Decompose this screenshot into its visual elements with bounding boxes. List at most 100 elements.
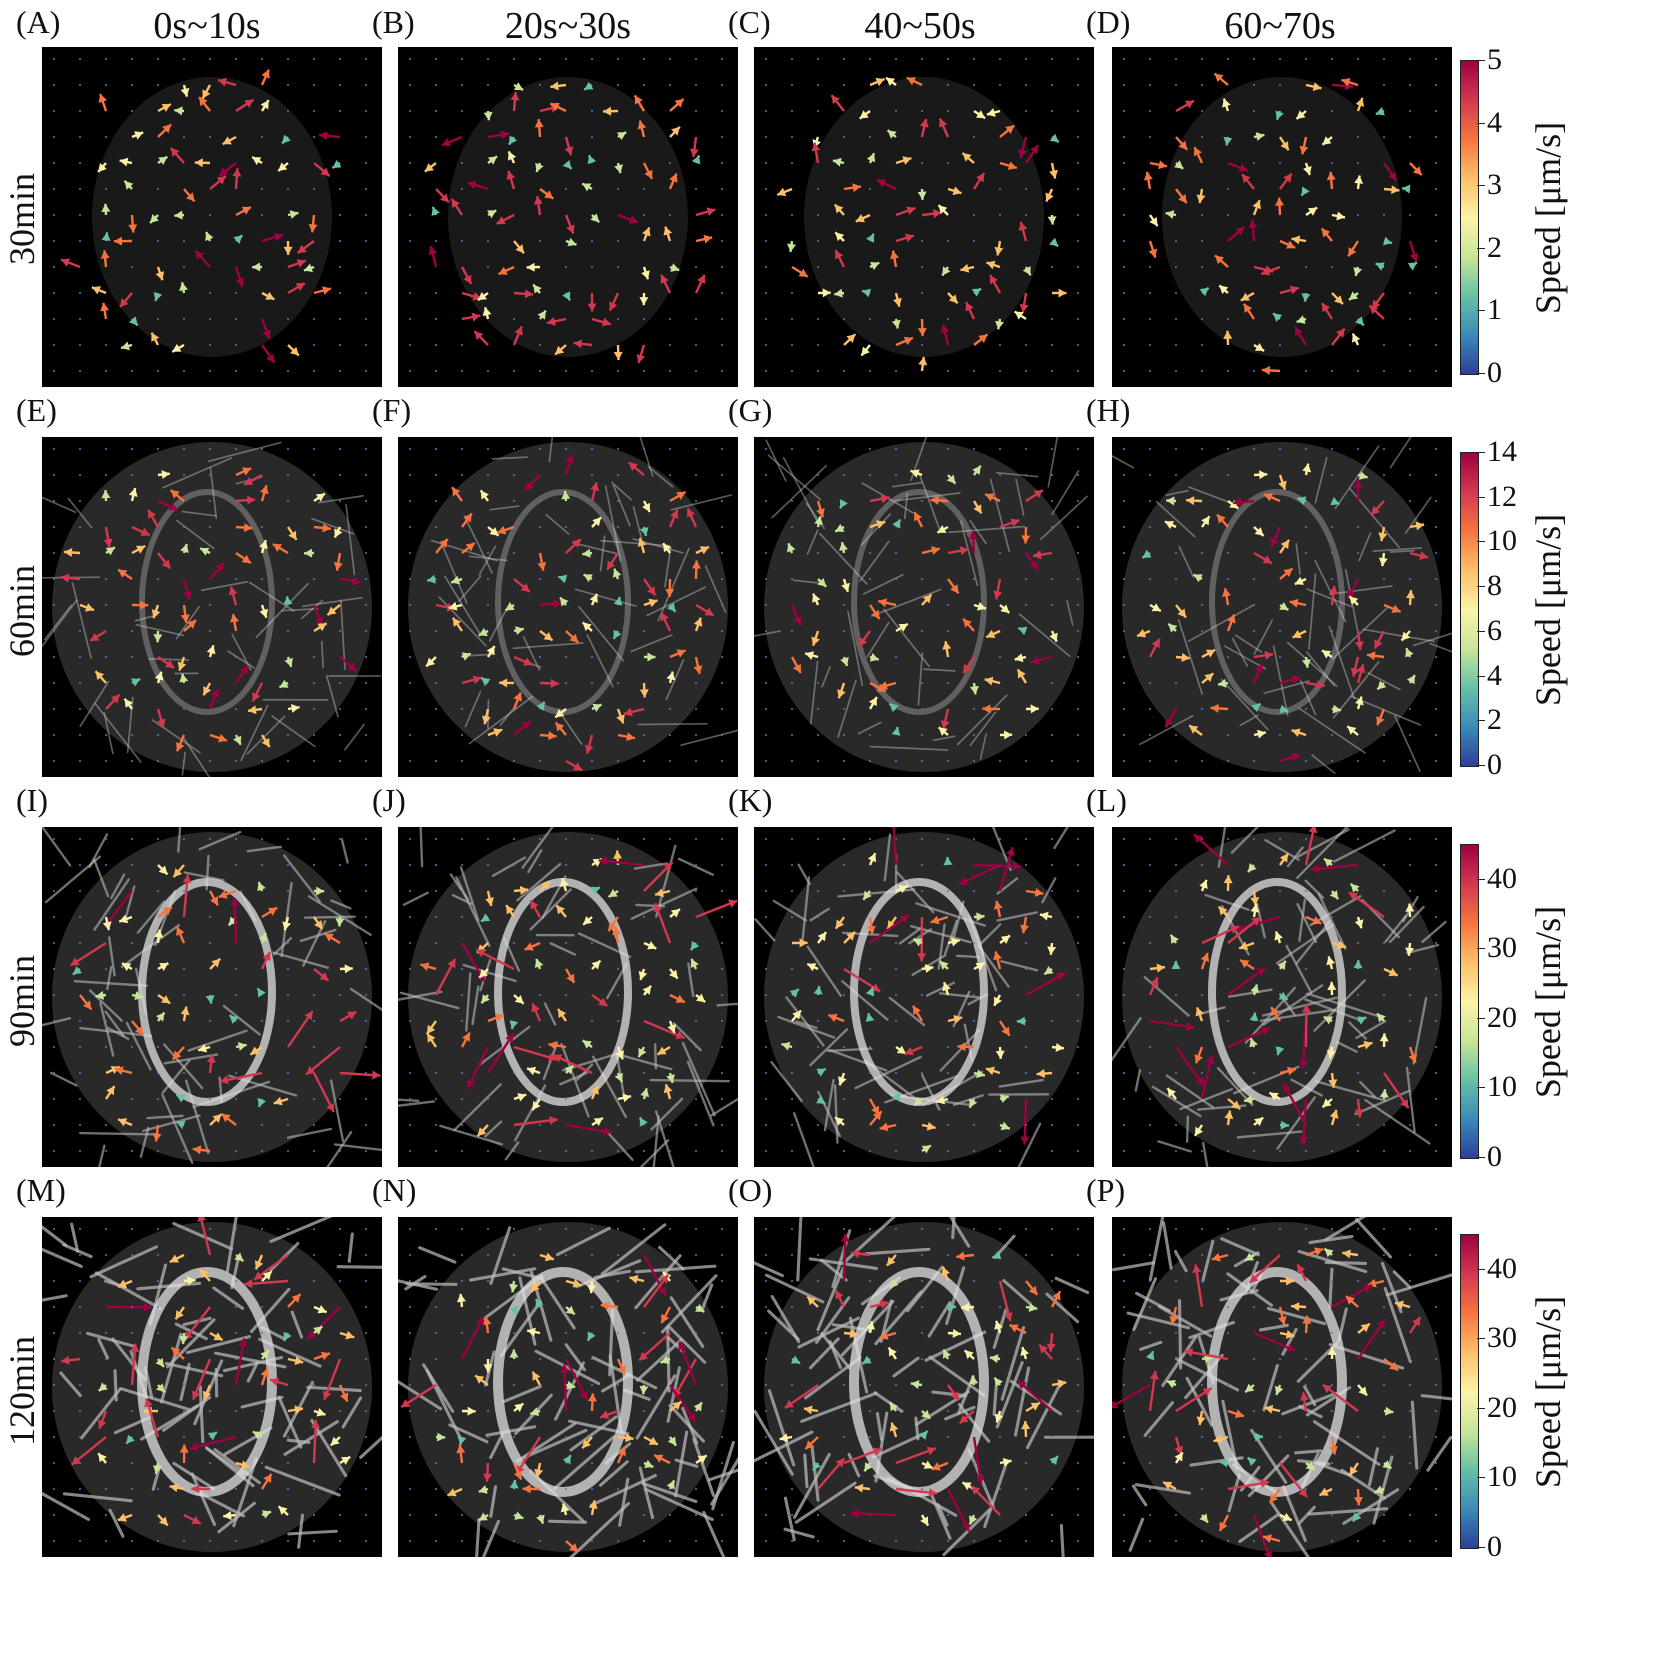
network-branch bbox=[246, 1361, 259, 1383]
grid-dot bbox=[261, 838, 263, 840]
grid-dot bbox=[1305, 1150, 1307, 1152]
grid-dot bbox=[921, 578, 923, 580]
colorbar-tick-mark bbox=[1477, 630, 1485, 632]
grid-dot bbox=[1253, 110, 1255, 112]
grid-dot bbox=[53, 1358, 55, 1360]
grid-dot bbox=[53, 1280, 55, 1282]
network-branch bbox=[978, 923, 1002, 947]
velocity-arrow-head bbox=[261, 69, 270, 79]
velocity-arrow-head bbox=[317, 1305, 327, 1314]
network-branch bbox=[820, 1332, 851, 1370]
grid-dot bbox=[1123, 318, 1125, 320]
network-branch bbox=[502, 1384, 542, 1404]
velocity-arrow-head bbox=[232, 168, 242, 177]
grid-dot bbox=[235, 1488, 237, 1490]
velocity-arrow-head bbox=[865, 987, 875, 997]
grid-dot bbox=[721, 1072, 723, 1074]
velocity-arrow-head bbox=[150, 214, 159, 224]
velocity-arrow-head bbox=[1286, 1343, 1296, 1352]
network-branch bbox=[1045, 1292, 1080, 1324]
velocity-arrow-head bbox=[1233, 923, 1243, 933]
grid-dot bbox=[209, 474, 211, 476]
grid-dot bbox=[721, 266, 723, 268]
grid-dot bbox=[435, 708, 437, 710]
velocity-arrow-head bbox=[971, 1486, 981, 1495]
network-branch bbox=[489, 1226, 512, 1285]
velocity-arrow-head bbox=[1217, 514, 1226, 524]
grid-dot bbox=[261, 1306, 263, 1308]
grid-dot bbox=[409, 682, 411, 684]
grid-dot bbox=[287, 734, 289, 736]
velocity-arrow-head bbox=[183, 590, 192, 600]
grid-dot bbox=[999, 58, 1001, 60]
velocity-arrow-head bbox=[509, 1020, 519, 1030]
velocity-arrow-head bbox=[1314, 1247, 1324, 1256]
network-branch bbox=[94, 1271, 162, 1310]
grid-dot bbox=[235, 1540, 237, 1542]
grid-dot bbox=[617, 474, 619, 476]
grid-dot bbox=[1227, 214, 1229, 216]
grid-dot bbox=[895, 578, 897, 580]
grid-dot bbox=[461, 1384, 463, 1386]
grid-dot bbox=[765, 526, 767, 528]
colorbar-tick-label: 3 bbox=[1487, 168, 1502, 202]
grid-dot bbox=[565, 994, 567, 996]
grid-dot bbox=[1149, 448, 1151, 450]
velocity-arrow-head bbox=[1298, 1060, 1308, 1069]
grid-dot bbox=[1201, 1462, 1203, 1464]
grid-dot bbox=[643, 188, 645, 190]
velocity-arrow-head bbox=[91, 286, 101, 295]
velocity-arrow-head bbox=[218, 733, 228, 743]
velocity-arrow-head bbox=[1400, 1099, 1409, 1109]
grid-dot bbox=[435, 864, 437, 866]
network-branch bbox=[465, 972, 472, 1032]
velocity-arrow-head bbox=[583, 916, 593, 925]
velocity-arrow-head bbox=[289, 210, 299, 219]
velocity-arrow-head bbox=[1001, 1026, 1010, 1036]
velocity-arrow-head bbox=[1017, 1380, 1027, 1390]
velocity-arrow-head bbox=[661, 1313, 670, 1324]
grid-dot bbox=[791, 890, 793, 892]
grid-dot bbox=[565, 1150, 567, 1152]
grid-dot bbox=[409, 630, 411, 632]
grid-dot bbox=[435, 1358, 437, 1360]
grid-dot bbox=[1025, 370, 1027, 372]
network-branch bbox=[468, 555, 508, 562]
grid-dot bbox=[669, 734, 671, 736]
panel-label-9: (J) bbox=[372, 782, 406, 818]
velocity-arrow-head bbox=[940, 324, 950, 334]
velocity-arrow-head bbox=[257, 882, 266, 892]
velocity-arrow-head bbox=[1264, 650, 1274, 660]
grid-dot bbox=[1025, 1228, 1027, 1230]
grid-dot bbox=[843, 760, 845, 762]
velocity-arrow-head bbox=[846, 931, 856, 941]
velocity-arrow-head bbox=[1269, 1092, 1279, 1101]
velocity-arrow-head bbox=[534, 958, 544, 968]
grid-dot bbox=[1227, 318, 1229, 320]
grid-dot bbox=[235, 370, 237, 372]
velocity-arrow-head bbox=[1168, 623, 1178, 633]
network-branch bbox=[176, 519, 215, 550]
network-branch bbox=[1002, 1279, 1032, 1306]
velocity-arrow-head bbox=[451, 575, 461, 585]
velocity-arrow-head bbox=[199, 1269, 209, 1279]
velocity-arrow-head bbox=[114, 236, 123, 246]
velocity-arrow-head bbox=[101, 232, 111, 241]
grid-dot bbox=[1175, 266, 1177, 268]
grid-dot bbox=[157, 1332, 159, 1334]
velocity-arrow-head bbox=[474, 331, 484, 340]
grid-dot bbox=[1123, 916, 1125, 918]
velocity-arrow-head bbox=[223, 1511, 232, 1520]
grid-dot bbox=[669, 448, 671, 450]
grid-dot bbox=[409, 214, 411, 216]
grid-dot bbox=[643, 1488, 645, 1490]
grid-dot bbox=[105, 1358, 107, 1360]
grid-dot bbox=[105, 474, 107, 476]
grid-dot bbox=[53, 1228, 55, 1230]
grid-dot bbox=[1305, 552, 1307, 554]
grid-dot bbox=[947, 84, 949, 86]
grid-dot bbox=[287, 1540, 289, 1542]
network-branch bbox=[299, 928, 337, 943]
velocity-arrow-head bbox=[1347, 726, 1357, 735]
grid-dot bbox=[695, 344, 697, 346]
